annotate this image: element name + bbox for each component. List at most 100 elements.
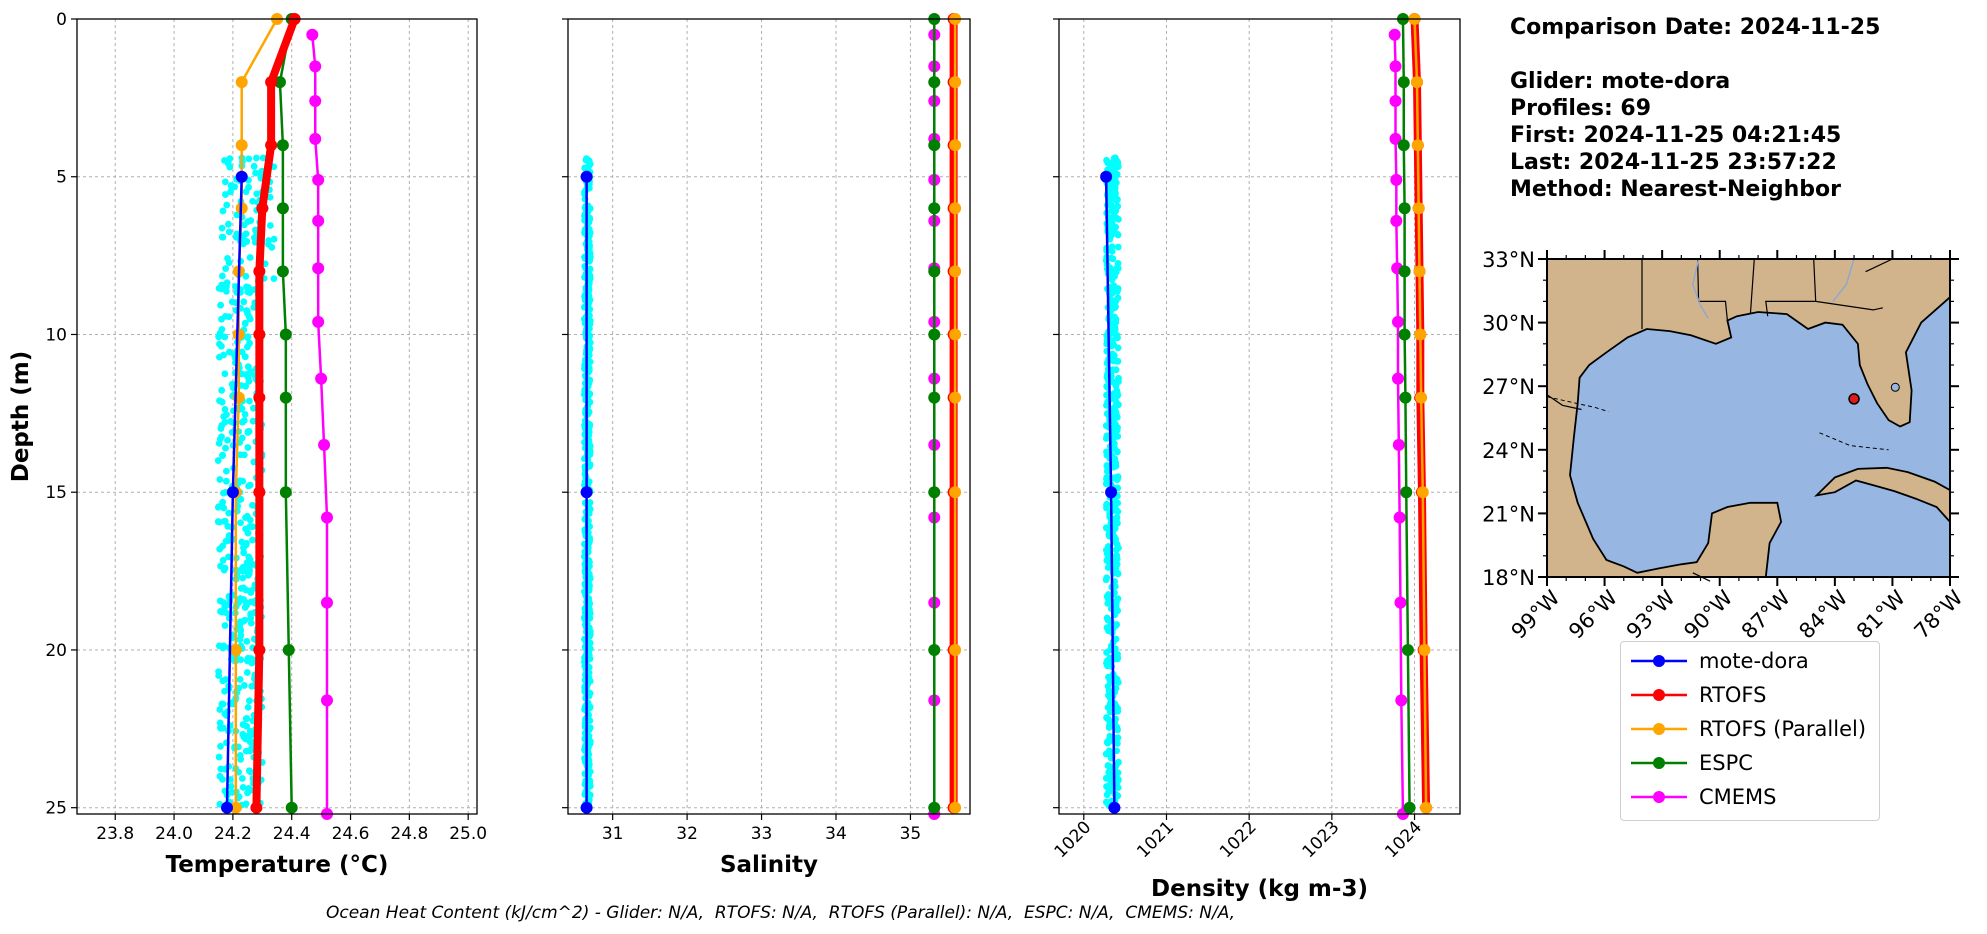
raw-point xyxy=(246,397,253,405)
data-point xyxy=(928,486,941,499)
raw-point xyxy=(1102,774,1110,782)
raw-point xyxy=(1112,421,1120,429)
data-point xyxy=(276,265,289,278)
raw-point xyxy=(1106,750,1114,758)
data-point xyxy=(928,643,941,656)
data-point xyxy=(1397,139,1410,152)
raw-point xyxy=(228,380,236,388)
legend-entry: ESPC xyxy=(1629,746,1753,780)
data-point xyxy=(949,328,962,341)
data-point xyxy=(1393,511,1406,524)
data-point xyxy=(928,139,941,152)
raw-point xyxy=(244,334,251,342)
raw-point xyxy=(249,536,256,544)
raw-point xyxy=(259,154,267,162)
map-panel: 99°W 96°W 93°W 90°W 87°W 84°W 81°W 78°W 33°N 30°N… xyxy=(1482,248,1968,644)
series-line xyxy=(1393,34,1405,815)
legend-marker-icon xyxy=(1631,655,1687,667)
legend-marker-icon xyxy=(1631,723,1687,735)
raw-point xyxy=(1103,448,1110,456)
raw-point xyxy=(253,190,261,198)
raw-point xyxy=(244,789,251,797)
raw-point xyxy=(1108,289,1116,297)
raw-point xyxy=(224,522,232,530)
raw-point xyxy=(249,523,257,531)
legend-entry: mote-dora xyxy=(1629,644,1809,678)
raw-point xyxy=(249,417,257,425)
raw-point xyxy=(244,703,252,711)
raw-point xyxy=(240,682,248,689)
x-tick-label: 1020 xyxy=(1051,817,1096,862)
data-point xyxy=(928,801,941,814)
raw-point xyxy=(1111,184,1119,192)
profile-count: Profiles: 69 xyxy=(1510,96,1652,121)
data-point xyxy=(312,214,325,227)
raw-point xyxy=(243,715,251,722)
raw-point xyxy=(1103,500,1111,508)
data-point xyxy=(229,801,242,814)
raw-point xyxy=(215,284,223,292)
raw-point xyxy=(245,377,253,385)
raw-point xyxy=(221,687,228,695)
data-point xyxy=(250,801,263,814)
series-rtofs-parallel- xyxy=(1408,13,1433,814)
series-line xyxy=(278,18,293,808)
legend-label: ESPC xyxy=(1699,751,1753,775)
raw-point xyxy=(1104,737,1112,745)
raw-point xyxy=(586,627,594,635)
raw-point xyxy=(246,254,254,261)
raw-point xyxy=(1113,499,1120,507)
x-tick-label: 24.0 xyxy=(155,824,193,844)
series-mote-dora xyxy=(580,170,593,814)
data-point xyxy=(253,265,266,278)
raw-point xyxy=(220,504,228,512)
raw-point xyxy=(586,537,594,545)
raw-point xyxy=(1114,570,1122,578)
raw-point xyxy=(266,222,274,229)
raw-point xyxy=(1113,214,1120,222)
legend-entry: CMEMS xyxy=(1629,780,1777,814)
raw-point xyxy=(1114,508,1122,516)
data-point xyxy=(928,76,941,89)
raw-point xyxy=(227,782,235,790)
raw-point xyxy=(1113,740,1121,747)
raw-point xyxy=(1103,401,1110,409)
raw-point xyxy=(1115,378,1122,385)
raw-point xyxy=(1113,555,1121,563)
raw-point xyxy=(224,255,231,262)
x-tick-label: 25.0 xyxy=(449,824,487,844)
data-point xyxy=(321,596,333,609)
raw-point xyxy=(218,386,226,394)
raw-point xyxy=(1103,574,1111,582)
raw-point xyxy=(222,477,230,485)
raw-point xyxy=(246,747,254,755)
raw-point xyxy=(1114,357,1122,365)
data-point xyxy=(265,139,278,152)
raw-point xyxy=(238,434,246,442)
raw-point xyxy=(1110,406,1117,414)
land-north-america xyxy=(1546,258,1951,578)
border-line xyxy=(1546,394,1582,411)
raw-point xyxy=(241,410,249,418)
data-point xyxy=(309,132,322,145)
raw-point xyxy=(1108,247,1116,255)
data-point xyxy=(1400,486,1413,499)
raw-point xyxy=(1112,462,1120,470)
raw-point xyxy=(586,575,594,582)
legend-label: CMEMS xyxy=(1699,785,1777,809)
data-point xyxy=(1105,486,1118,499)
data-point xyxy=(580,170,593,183)
raw-point xyxy=(222,444,229,452)
raw-point xyxy=(1114,231,1122,239)
series-espc xyxy=(928,13,941,814)
raw-point xyxy=(243,343,251,351)
profile-panels: 23.8 24.0 24.2 24.4 24.6 24.8 25.0 0 5 10 15 20 25 Te… xyxy=(8,10,1461,902)
raw-point xyxy=(1108,276,1116,284)
raw-point xyxy=(238,538,246,546)
data-point xyxy=(949,391,962,404)
data-point xyxy=(253,391,266,404)
border-line xyxy=(1865,258,1893,273)
data-point xyxy=(580,486,593,499)
map-lat-label: 33°N xyxy=(1482,248,1535,272)
raw-point xyxy=(252,154,260,162)
